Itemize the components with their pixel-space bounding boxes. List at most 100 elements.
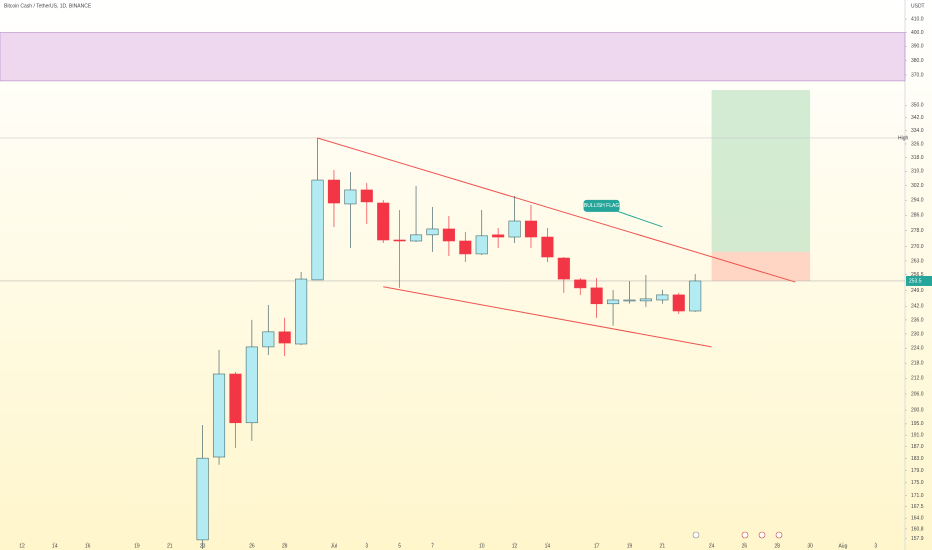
y-tick-label: 212.0 (911, 376, 924, 382)
y-tick-label: 242.0 (911, 304, 924, 310)
candle-body (442, 228, 455, 242)
annotation-text: BULLISH FLAG (584, 203, 619, 209)
y-tick-label: 400.0 (911, 30, 924, 36)
x-tick-label: 24 (709, 543, 715, 549)
y-tick-label: 294.0 (911, 198, 924, 204)
candle-body (459, 240, 472, 255)
x-tick-label: 17 (594, 543, 600, 549)
candle-body (393, 239, 406, 242)
y-tick-label: 157.9 (911, 536, 924, 542)
x-tick-label: 19 (134, 543, 140, 549)
x-tick-label: 26 (742, 543, 748, 549)
candle-body (344, 189, 357, 205)
y-tick-label: 249.0 (911, 288, 924, 294)
y-tick-label: 230.0 (911, 331, 924, 337)
y-tick-label: 342.0 (911, 115, 924, 121)
y-tick-label: 167.5 (911, 504, 924, 510)
x-tick-label: 26 (249, 543, 255, 549)
y-tick-label: 318.0 (911, 155, 924, 161)
x-tick-label: Aug (838, 543, 847, 549)
x-tick-label: 30 (807, 543, 813, 549)
y-tick-label: 380.0 (911, 58, 924, 64)
candle-body (229, 373, 242, 424)
event-icon[interactable] (692, 531, 700, 539)
candle-body (574, 279, 587, 289)
candle-body (492, 234, 505, 238)
candle-body (196, 457, 209, 541)
x-tick-label: 3 (365, 543, 368, 549)
x-tick-label: 3 (874, 543, 877, 549)
target-box (711, 90, 811, 252)
y-tick-label: 236.0 (911, 317, 924, 323)
candle-body (212, 373, 226, 458)
x-tick-label: 12 (19, 543, 25, 549)
y-tick-label: 187.0 (911, 444, 924, 450)
candle-body (689, 280, 702, 312)
candle-body (557, 257, 570, 280)
candle-body (524, 220, 538, 238)
x-tick-label: 19 (627, 543, 633, 549)
trendline (317, 137, 796, 283)
y-tick-label: 171.0 (911, 493, 924, 499)
candle-body (327, 179, 341, 204)
event-icon[interactable] (758, 531, 766, 539)
x-tick-label: 14 (52, 543, 58, 549)
event-icon[interactable] (741, 531, 749, 539)
y-tick-label: 270.0 (911, 244, 924, 250)
candle-body (607, 299, 620, 305)
candle-body (639, 298, 652, 302)
candle-body (541, 236, 554, 258)
y-tick-label: 334.0 (911, 128, 924, 134)
y-tick-label: 200.0 (911, 407, 924, 413)
x-tick-label: Jul (331, 543, 337, 549)
candle-body (426, 228, 439, 236)
resistance-zone (0, 32, 906, 82)
y-tick-label: 286.0 (911, 213, 924, 219)
event-icon[interactable] (775, 531, 783, 539)
y-tick-label: 410.0 (911, 16, 924, 22)
candle-body (410, 234, 423, 242)
currency: USDT (911, 3, 925, 9)
y-tick-label: 310.0 (911, 169, 924, 175)
y-tick-label: 350.0 (911, 103, 924, 109)
candle-body (245, 346, 258, 424)
last-price-label: 253.5 (909, 278, 922, 284)
y-tick-label: 195.0 (911, 421, 924, 427)
y-tick-label: 256.5 (911, 272, 924, 278)
candle-body (656, 294, 669, 301)
y-tick-label: 175.0 (911, 480, 924, 486)
candle-body (672, 294, 685, 312)
last-price-badge (906, 275, 932, 286)
candle-body (295, 278, 308, 345)
x-tick-label: 12 (512, 543, 518, 549)
stop-box (711, 251, 811, 281)
y-tick-label: 390.0 (911, 44, 924, 50)
y-tick-label: 326.0 (911, 141, 924, 147)
y-tick-label: 278.0 (911, 228, 924, 234)
x-tick-label: 21 (167, 543, 173, 549)
y-tick-label: 370.0 (911, 72, 924, 78)
trendline (383, 286, 712, 348)
candle-body (311, 179, 324, 281)
y-tick-label: 160.8 (911, 526, 924, 532)
candle-body (360, 189, 373, 203)
y-tick-label: 179.0 (911, 468, 924, 474)
y-tick-label: 164.0 (911, 516, 924, 522)
y-tick-label: 224.0 (911, 346, 924, 352)
y-tick-label: 218.0 (911, 360, 924, 366)
chart-title: Bitcoin Cash / TetherUS, 1D, BINANCE (4, 3, 92, 9)
y-tick-label: 302.0 (911, 183, 924, 189)
x-tick-label: 7 (431, 543, 434, 549)
y-tick-label: 183.0 (911, 456, 924, 462)
x-tick-label: 5 (398, 543, 401, 549)
high-label: High (898, 135, 909, 141)
x-tick-label: 28 (282, 543, 288, 549)
candle-body (508, 220, 521, 238)
x-tick-label: 21 (660, 543, 666, 549)
candle-body (475, 235, 488, 255)
candle-body (278, 331, 291, 344)
x-tick-label: 28 (774, 543, 780, 549)
y-tick-label: 206.0 (911, 391, 924, 397)
y-tick-label: 191.0 (911, 433, 924, 439)
x-tick-label: 10 (479, 543, 485, 549)
